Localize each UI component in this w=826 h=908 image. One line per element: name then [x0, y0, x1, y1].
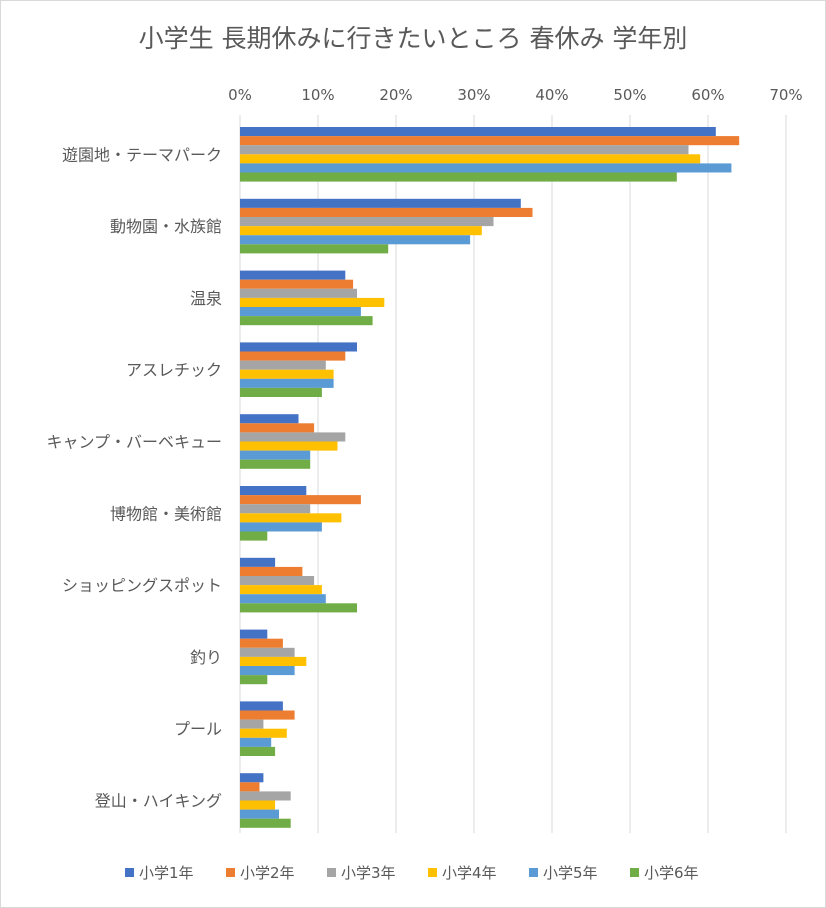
bar	[240, 728, 287, 738]
bar	[240, 675, 268, 685]
bar	[240, 297, 385, 307]
bar	[240, 719, 264, 729]
bar	[240, 235, 471, 245]
bar	[240, 513, 342, 523]
legend-label: 小学4年	[442, 864, 497, 882]
bar	[240, 360, 326, 370]
bar	[240, 432, 346, 442]
bar	[240, 136, 740, 146]
legend-swatch	[327, 868, 336, 877]
category-label: 登山・ハイキング	[95, 792, 222, 811]
bar	[240, 486, 307, 496]
legend-swatch	[125, 868, 134, 877]
bar	[240, 163, 732, 173]
bar	[240, 603, 357, 613]
x-tick-label: 70%	[769, 86, 802, 104]
category-label: 動物園・水族館	[110, 217, 222, 236]
bar	[240, 647, 295, 657]
category-label: 遊園地・テーマパーク	[62, 145, 222, 164]
bar	[240, 504, 311, 514]
bar	[240, 154, 701, 164]
bar	[240, 746, 276, 756]
bar	[240, 369, 334, 379]
bar	[240, 127, 716, 137]
bar	[240, 217, 494, 227]
bar	[240, 342, 357, 352]
bar	[240, 441, 338, 451]
legend-swatch	[529, 868, 538, 877]
category-label: アスレチック	[126, 361, 222, 380]
bar	[240, 629, 268, 639]
bar	[240, 710, 295, 720]
bar	[240, 459, 311, 469]
bar	[240, 800, 276, 810]
bar	[240, 207, 533, 217]
bar	[240, 414, 299, 424]
category-label: プール	[174, 720, 222, 739]
bar	[240, 656, 307, 666]
legend-swatch	[226, 868, 235, 877]
bar	[240, 288, 357, 298]
legend: 小学1年 小学2年 小学3年 小学4年 小学5年 小学6年	[125, 864, 699, 882]
bar	[240, 666, 295, 676]
chart-title: 小学生 長期休みに行きたいところ 春休み 学年別	[139, 24, 688, 53]
bar	[240, 270, 346, 280]
x-tick-label: 40%	[535, 86, 568, 104]
bar	[240, 566, 303, 576]
bar	[240, 522, 322, 532]
x-tick-label: 20%	[379, 86, 412, 104]
category-label: 温泉	[190, 289, 222, 308]
category-label: ショッピングスポット	[62, 576, 222, 595]
category-label: 釣り	[190, 648, 222, 667]
bar	[240, 809, 279, 819]
category-label: キャンプ・バーベキュー	[46, 433, 222, 452]
x-tick-labels: 0% 10% 20% 30% 40% 50% 60% 70%	[228, 86, 803, 104]
bar	[240, 576, 315, 586]
bar	[240, 585, 322, 595]
legend-label: 小学2年	[240, 864, 295, 882]
bar	[240, 594, 326, 604]
bar	[240, 226, 482, 236]
x-tick-label: 60%	[691, 86, 724, 104]
bar	[240, 791, 291, 801]
legend-swatch	[630, 868, 639, 877]
legend-label: 小学1年	[139, 864, 194, 882]
bar	[240, 423, 315, 433]
bar	[240, 351, 346, 361]
bar	[240, 450, 311, 460]
x-tick-label: 50%	[613, 86, 646, 104]
bar	[240, 531, 268, 541]
bar	[240, 773, 264, 783]
bar	[240, 244, 389, 254]
bar	[240, 145, 689, 155]
legend-label: 小学3年	[341, 864, 396, 882]
bar	[240, 387, 322, 397]
bar	[240, 782, 260, 792]
category-labels: 遊園地・テーマパーク動物園・水族館温泉アスレチックキャンプ・バーベキュー博物館・…	[46, 145, 222, 810]
bar	[240, 172, 677, 182]
bar	[240, 378, 334, 388]
category-label: 博物館・美術館	[110, 504, 222, 523]
bar	[240, 307, 361, 317]
x-tick-label: 10%	[301, 86, 334, 104]
bar	[240, 557, 276, 567]
bar	[240, 818, 291, 828]
legend-label: 小学6年	[644, 864, 699, 882]
bar	[240, 638, 283, 648]
legend-label: 小学5年	[543, 864, 598, 882]
bar	[240, 316, 373, 326]
bar-layer	[240, 127, 740, 828]
x-tick-label: 30%	[457, 86, 490, 104]
legend-swatch	[428, 868, 437, 877]
bar	[240, 198, 521, 208]
bar	[240, 737, 272, 747]
bar	[240, 279, 354, 289]
bar	[240, 495, 361, 505]
bar	[240, 701, 283, 711]
x-tick-label: 0%	[228, 86, 252, 104]
